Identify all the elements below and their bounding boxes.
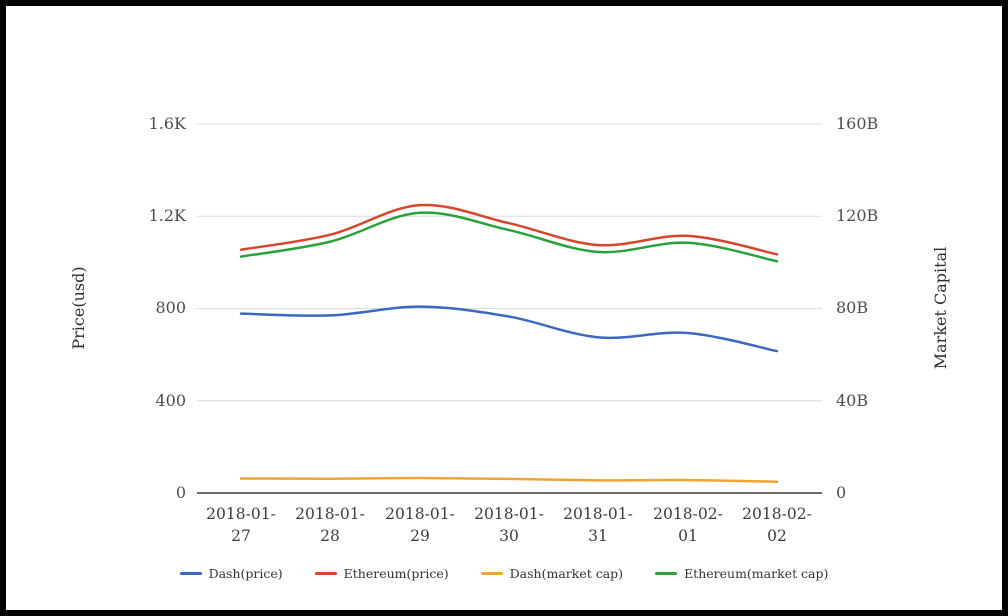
legend-label: Dash(market cap)	[509, 566, 624, 581]
right-axis-tick: 40B	[836, 391, 869, 410]
left-axis-tick: 400	[155, 391, 186, 410]
x-axis-label: 2018-01-28	[295, 505, 365, 545]
legend-item-ethereum-market-cap[interactable]: Ethereum(market cap)	[655, 566, 828, 581]
left-axis-tick: 0	[175, 483, 186, 502]
legend-label: Ethereum(market cap)	[684, 566, 829, 581]
x-axis-label: 2018-01-27	[206, 505, 276, 545]
right-axis-tick: 0	[836, 483, 847, 502]
legend-line-marker	[480, 572, 503, 575]
legend-line-marker	[655, 572, 678, 575]
right-axis-tick: 160B	[836, 114, 879, 133]
x-axis-label: 2018-02-02	[742, 505, 812, 545]
legend-line-marker	[179, 572, 202, 575]
left-axis-tick: 1.2K	[148, 206, 186, 225]
series-line-ethereum-price	[239, 203, 779, 256]
left-axis-tick: 800	[155, 298, 186, 317]
left-axis-tick: 1.6K	[148, 114, 186, 133]
series-line-ethereum-market-cap	[239, 211, 779, 263]
x-axis-label: 2018-02-01	[653, 505, 723, 545]
legend-label: Dash(price)	[208, 566, 283, 581]
right-axis-tick: 80B	[836, 298, 869, 317]
chart-legend: Dash(price) Ethereum(price) Dash(market …	[6, 566, 1002, 581]
legend-label: Ethereum(price)	[343, 566, 449, 581]
x-axis-label: 2018-01-29	[385, 505, 455, 545]
series-line-dash-market-cap	[239, 476, 779, 483]
x-axis-label: 2018-01-30	[474, 505, 544, 545]
x-axis-label: 2018-01-31	[563, 505, 633, 545]
right-axis-title: Market Capital	[931, 246, 950, 370]
legend-item-ethereum-price[interactable]: Ethereum(price)	[314, 566, 449, 581]
legend-item-dash-price[interactable]: Dash(price)	[179, 566, 283, 581]
right-axis-tick: 120B	[836, 206, 879, 225]
legend-item-dash-market-cap[interactable]: Dash(market cap)	[480, 566, 624, 581]
legend-line-marker	[314, 572, 337, 575]
left-axis-title: Price(usd)	[69, 266, 88, 350]
series-line-dash-price	[239, 305, 779, 353]
